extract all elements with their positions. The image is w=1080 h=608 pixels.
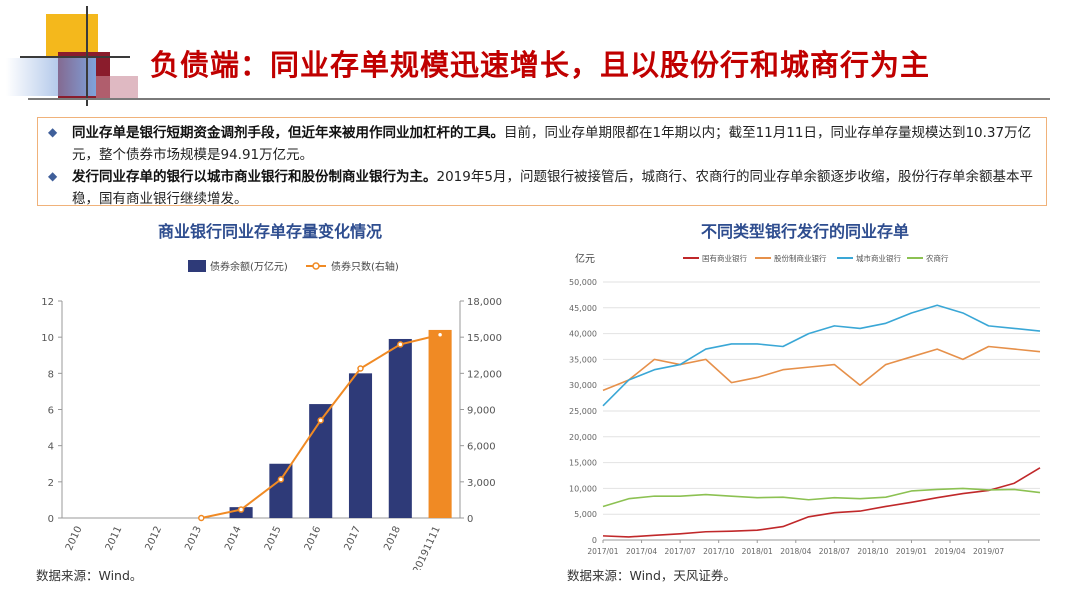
count-point (237, 506, 245, 513)
y-tick-label: 35,000 (569, 355, 597, 364)
legend-label-0: 国有商业银行 (702, 253, 747, 263)
right-y-tick-label: 3,000 (467, 478, 496, 489)
series-line-0 (602, 467, 1041, 538)
left-y-tick-label: 6 (48, 406, 54, 417)
y-tick-label: 25,000 (569, 407, 597, 416)
x-tick-label: 2019/04 (934, 547, 965, 556)
legend-bar-label: 债券余额(万亿元) (210, 260, 288, 273)
right-chart: 亿元 0 5,000 10,000 15,000 20,000 25,000 30,000 35… (569, 252, 1041, 556)
series-line-3 (602, 487, 1041, 508)
right-source-note: 数据来源：Wind，天风证券。 (567, 568, 736, 583)
legend-line-marker (312, 262, 320, 270)
y-axis-title: 亿元 (575, 252, 595, 265)
deco-line-horizontal (20, 56, 130, 58)
summary-bullet-2: ◆ 发行同业存单的银行以城市商业银行和股份制商业银行为主。2019年5月，问题银… (46, 166, 1038, 210)
deco-square-blue (6, 58, 96, 96)
bar-20191111 (428, 329, 452, 518)
deco-square-pink (96, 76, 138, 100)
right-y-tick-label: 6,000 (467, 442, 496, 453)
right-chart-title: 不同类型银行发行的同业存单 (700, 222, 909, 241)
x-tick-label-2018: 2018 (382, 525, 403, 553)
y-tick-label: 50,000 (569, 278, 597, 287)
left-y-tick-label: 4 (48, 442, 54, 453)
series-line-2 (602, 304, 1041, 407)
page-title: 负债端：同业存单规模迅速增长，且以股份行和城商行为主 (150, 48, 931, 82)
bar-2015 (269, 463, 293, 518)
left-y-tick-label: 10 (41, 333, 54, 344)
summary-bullet-1-text: 目前，同业存单期限都在1年期以内；截至11月11日，同业存单存量规模达到10.3… (72, 125, 1032, 163)
left-source-note: 数据来源：Wind。 (36, 568, 143, 583)
count-point (198, 514, 205, 522)
x-tick-label: 2019/01 (896, 547, 927, 556)
summary-bullet-2-bold: 发行同业存单的银行以城市商业银行和股份制商业银行为主。 (72, 169, 437, 185)
x-tick-label-2010: 2010 (64, 525, 85, 553)
x-tick-label-2017: 2017 (342, 525, 363, 553)
x-tick-label-20191111: 20191111 (411, 525, 442, 570)
left-y-tick-label: 8 (48, 369, 54, 380)
series-line-1 (602, 345, 1041, 392)
legend-label-1: 股份制商业银行 (774, 253, 827, 263)
y-tick-label: 10,000 (569, 484, 597, 493)
summary-box: ◆ 同业存单是银行短期资金调剂手段，但近年来被用作同业加杠杆的工具。目前，同业存… (37, 117, 1047, 207)
count-point (436, 331, 444, 339)
title-divider (28, 98, 1050, 100)
diamond-bullet-icon: ◆ (48, 169, 58, 183)
legend-line-label: 债券只数(右轴) (331, 260, 399, 273)
diamond-bullet-icon: ◆ (48, 125, 58, 139)
count-point (317, 417, 324, 424)
left-y-tick-label: 0 (48, 514, 54, 525)
x-tick-label: 2018/07 (819, 547, 850, 556)
legend-label-2: 城市商业银行 (856, 253, 901, 263)
x-tick-label-2015: 2015 (263, 525, 284, 553)
right-y-tick-label: 9,000 (467, 406, 496, 417)
x-tick-label: 2018/10 (857, 547, 888, 556)
summary-bullet-2-text: 2019年5月，问题银行被接管后，城商行、农商行的同业存单余额逐步收缩，股份行存… (72, 169, 1033, 207)
x-tick-label-2012: 2012 (143, 525, 164, 553)
x-tick-label: 2017/04 (626, 547, 657, 556)
bar-2018 (388, 338, 412, 518)
y-tick-label: 45,000 (569, 304, 597, 313)
x-tick-label-2013: 2013 (183, 525, 204, 553)
x-tick-label: 2017/10 (703, 547, 734, 556)
x-tick-label-2016: 2016 (303, 525, 324, 553)
x-tick-label-2014: 2014 (223, 525, 244, 553)
count-point (397, 341, 404, 348)
deco-square-gold (46, 14, 98, 58)
left-y-tick-label: 2 (48, 478, 54, 489)
x-tick-label: 2019/07 (973, 547, 1004, 556)
left-y-tick-label: 12 (41, 297, 54, 308)
y-tick-label: 0 (592, 536, 597, 545)
left-chart: 0 2 4 6 8 10 12 0 3,000 6,000 9,000 12,000 15,000 18,… (41, 260, 502, 570)
x-tick-label: 2017/07 (665, 547, 696, 556)
y-tick-label: 15,000 (569, 459, 597, 468)
legend-bar-swatch (188, 260, 206, 272)
left-chart-title: 商业银行同业存单存量变化情况 (157, 222, 382, 241)
count-point (357, 365, 364, 372)
x-tick-label: 2018/04 (780, 547, 811, 556)
y-tick-label: 20,000 (569, 433, 597, 442)
legend-label-3: 农商行 (926, 253, 949, 263)
bar-2016 (309, 404, 333, 518)
x-tick-label-2011: 2011 (104, 525, 125, 553)
right-y-tick-label: 18,000 (467, 297, 502, 308)
right-y-tick-label: 0 (467, 514, 473, 525)
summary-bullet-1-bold: 同业存单是银行短期资金调剂手段，但近年来被用作同业加杠杆的工具。 (72, 125, 504, 141)
count-point (277, 476, 285, 483)
x-tick-label: 2018/01 (742, 547, 773, 556)
y-tick-label: 5,000 (574, 510, 597, 519)
y-tick-label: 40,000 (569, 330, 597, 339)
x-tick-label: 2017/01 (587, 547, 618, 556)
bar-2017 (348, 373, 373, 518)
y-tick-label: 30,000 (569, 381, 597, 390)
summary-bullet-1: ◆ 同业存单是银行短期资金调剂手段，但近年来被用作同业加杠杆的工具。目前，同业存… (46, 122, 1038, 166)
right-y-tick-label: 12,000 (467, 369, 502, 380)
right-y-tick-label: 15,000 (467, 333, 502, 344)
